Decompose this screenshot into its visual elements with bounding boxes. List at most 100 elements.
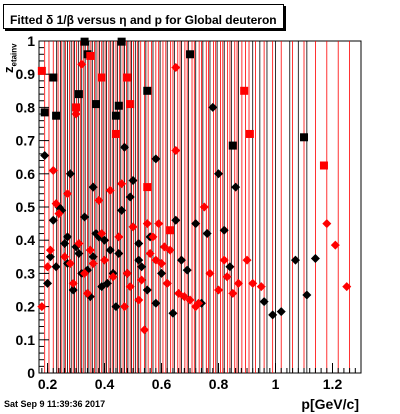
diamond-point	[71, 109, 81, 119]
diamond-point	[119, 142, 129, 152]
data-points	[37, 37, 352, 335]
diamond-point	[268, 310, 278, 320]
diamond-point	[168, 308, 178, 318]
diamond-point	[88, 252, 98, 262]
square-point	[143, 183, 152, 192]
diamond-point	[154, 219, 164, 229]
diamond-point	[88, 258, 98, 268]
diamond-point	[208, 102, 218, 112]
diamond-point	[259, 297, 269, 307]
diamond-point	[228, 288, 238, 298]
diamond-point	[322, 219, 332, 229]
diamond-point	[233, 278, 243, 288]
axes: 0 0.1 0.2 0.3 0.4 0.5 0.6 0.7 0.8 0.9 1 0.2 0.4 0.6 0.…	[16, 33, 362, 392]
diamond-point	[85, 245, 95, 255]
y-tick-label: 0.7	[16, 133, 36, 149]
square-point	[111, 111, 120, 120]
square-point	[123, 73, 132, 82]
diamond-point	[82, 288, 92, 298]
diamond-point	[74, 248, 84, 258]
diamond-point	[242, 255, 252, 265]
diamond-point	[68, 278, 78, 288]
square-point	[40, 108, 49, 117]
diamond-point	[100, 235, 110, 245]
diamond-point	[134, 239, 144, 249]
y-tick-label: 0.6	[16, 166, 36, 182]
diamond-point	[45, 245, 55, 255]
diamond-point	[102, 278, 112, 288]
diamond-point	[62, 232, 72, 242]
diamond-point	[171, 146, 181, 156]
diamond-point	[171, 63, 181, 73]
diamond-point	[111, 302, 121, 312]
diamond-point	[137, 262, 147, 272]
diamond-point	[37, 302, 47, 312]
diamond-point	[128, 175, 138, 185]
x-tick-label: 0.2	[38, 376, 58, 392]
diamond-point	[171, 215, 181, 225]
diamond-point	[77, 59, 87, 69]
x-tick-label: 1	[272, 376, 280, 392]
square-point	[97, 73, 106, 82]
square-point	[319, 161, 328, 170]
diamond-point	[302, 290, 312, 300]
y-axis-label: zetainv	[1, 43, 19, 73]
diamond-point	[114, 232, 124, 242]
diamond-point	[119, 302, 129, 312]
diamond-point	[51, 262, 61, 272]
chart-title: Fitted δ 1/β versus η and p for Global d…	[10, 13, 277, 27]
title-box: Fitted δ 1/β versus η and p for Global d…	[3, 4, 284, 29]
diamond-point	[176, 255, 186, 265]
diamond-point	[48, 215, 58, 225]
y-tick-label: 1	[27, 33, 35, 49]
y-axis-label-main: z	[1, 66, 16, 74]
diamond-point	[68, 285, 78, 295]
square-point	[166, 226, 175, 235]
y-tick-label: 0.8	[16, 99, 36, 115]
diamond-point	[134, 255, 144, 265]
diamond-point	[128, 222, 138, 232]
diamond-point	[214, 285, 224, 295]
square-point	[117, 37, 126, 46]
x-tick-label: 1.2	[323, 376, 343, 392]
square-point	[228, 141, 237, 150]
x-axis-label: p[GeV/c]	[301, 396, 359, 412]
diamond-point	[219, 255, 229, 265]
diamond-point	[256, 282, 266, 292]
diamond-point	[231, 182, 241, 192]
square-point	[80, 37, 89, 46]
diamond-point	[125, 192, 135, 202]
diamond-point	[179, 292, 189, 302]
diamond-point	[74, 239, 84, 249]
diamond-point	[43, 262, 53, 272]
diamond-point	[165, 245, 175, 255]
square-point	[37, 66, 46, 75]
diamond-point	[142, 285, 152, 295]
y-axis-label-sub: etainv	[9, 43, 19, 67]
diamond-point	[219, 225, 229, 235]
x-tick-label: 0.6	[152, 376, 172, 392]
diamond-point	[117, 205, 127, 215]
diamond-point	[65, 258, 75, 268]
square-point	[186, 50, 195, 59]
diamond-point	[248, 278, 258, 288]
diamond-point	[88, 182, 98, 192]
diamond-point	[40, 151, 50, 161]
diamond-point	[94, 195, 104, 205]
diamond-point	[105, 245, 115, 255]
x-tick-label: 0.8	[209, 376, 229, 392]
diamond-point	[290, 255, 300, 265]
diamond-point	[97, 282, 107, 292]
square-point	[126, 100, 135, 109]
square-point	[86, 51, 95, 60]
y-tick-label: 0.2	[16, 299, 36, 315]
diamond-point	[97, 229, 107, 239]
diamond-point	[151, 298, 161, 308]
y-tick-label: 0.3	[16, 265, 36, 281]
square-point	[91, 100, 100, 109]
diamond-point	[159, 242, 169, 252]
diamond-point	[108, 272, 118, 282]
diamond-point	[199, 202, 209, 212]
diamond-point	[65, 169, 75, 179]
diamond-point	[114, 248, 124, 258]
